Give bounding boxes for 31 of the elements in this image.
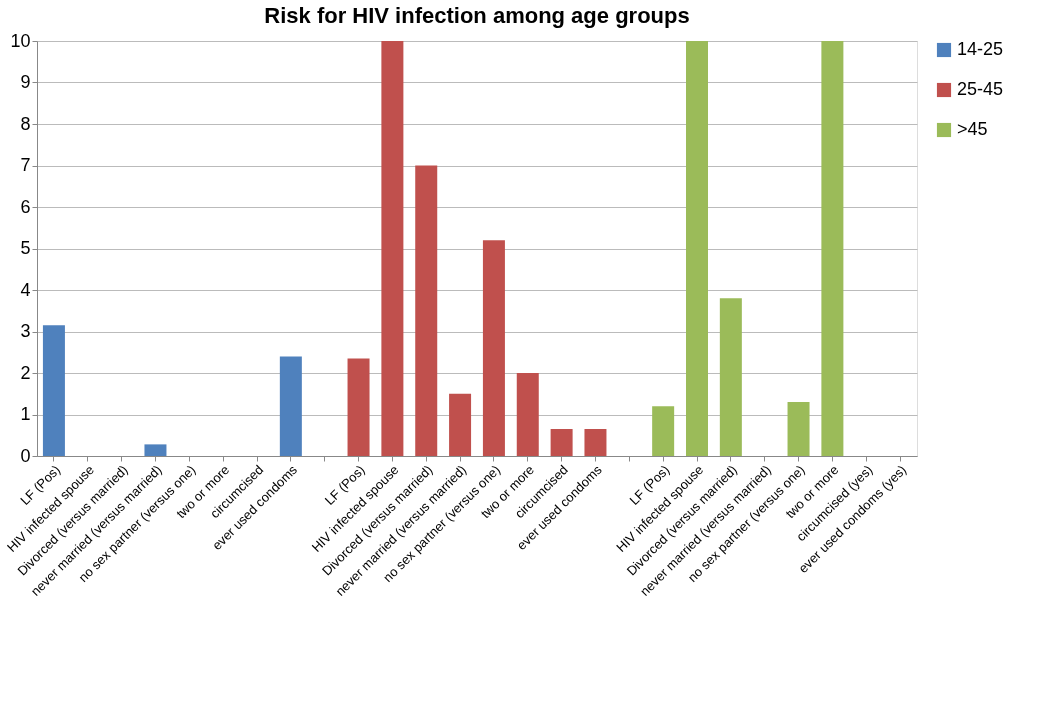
bar	[787, 402, 810, 456]
bar	[652, 406, 675, 456]
y-tick-label: 6	[20, 196, 31, 217]
y-tick-label: 3	[20, 321, 31, 341]
y-tick-label: 9	[20, 72, 31, 92]
y-tick-label: 2	[20, 362, 31, 383]
bar	[381, 41, 404, 456]
bar	[415, 165, 438, 456]
y-tick-label: 7	[20, 155, 31, 175]
bar	[584, 429, 607, 456]
chart-title: Risk for HIV infection among age groups	[264, 3, 690, 28]
legend-label: 25-45	[957, 79, 1004, 99]
y-tick-label: 1	[20, 404, 31, 424]
bar	[279, 356, 302, 456]
legend-label: 14-25	[957, 39, 1004, 59]
legend-label: >45	[957, 119, 988, 139]
bar	[516, 373, 539, 456]
y-tick-label: 0	[20, 445, 31, 466]
bar	[144, 444, 167, 456]
bar	[42, 325, 65, 456]
bar	[449, 393, 472, 456]
y-tick-label: 10	[10, 30, 31, 51]
bar	[550, 429, 573, 456]
y-tick-label: 4	[20, 279, 31, 300]
bar	[482, 240, 505, 456]
bar	[719, 298, 742, 456]
bar	[347, 358, 370, 456]
y-tick-label: 8	[20, 113, 31, 134]
bar	[821, 41, 844, 456]
y-tick-label: 5	[20, 238, 31, 258]
bar	[686, 41, 708, 456]
